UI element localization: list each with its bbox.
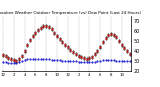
Title: Milwaukee Weather Outdoor Temperature (vs) Dew Point (Last 24 Hours): Milwaukee Weather Outdoor Temperature (v… (0, 11, 141, 15)
